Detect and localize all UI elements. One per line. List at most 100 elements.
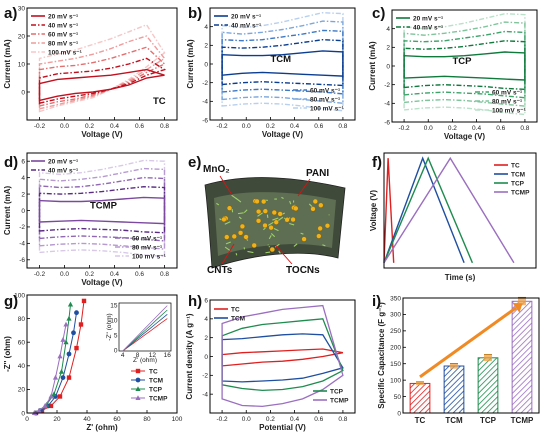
- x-tick-label: 0.8: [160, 271, 169, 278]
- plot-frame: [402, 297, 540, 414]
- y-tick-label: 0: [21, 89, 25, 96]
- panel-f: f) Time (s) Voltage (V) TC TCM TCP TCMP: [369, 152, 537, 282]
- x-tick-label: 0.6: [314, 416, 323, 423]
- x-tick-label: 0.4: [472, 125, 481, 132]
- panel-a: a) -0.2 0.0 0.2 0.4 0.6 0.8 0 10 20 30 Voltage (V) C…: [3, 5, 178, 139]
- panel-d: d) -0.2 0.0 0.2 0.4 0.6 0.8 -6 -4 -2 0 2 4 6 Voltage (…: [3, 152, 178, 287]
- legend-label: TCM: [511, 171, 525, 178]
- gcd-curve: [383, 156, 515, 264]
- y-tick-label: 100: [14, 292, 25, 299]
- cv-curve: [221, 304, 344, 408]
- mno2-particle: [224, 234, 230, 240]
- x-axis-label: Voltage (V): [81, 130, 123, 139]
- mno2-particle: [271, 209, 277, 216]
- mno2-particle: [310, 206, 316, 212]
- y-tick-label: -6: [384, 119, 390, 126]
- x-tick-label: 40: [83, 416, 91, 423]
- y-axis-label: Voltage (V): [369, 190, 378, 232]
- legend-label: 20 mV s⁻¹: [48, 158, 78, 165]
- trend-arrow: [419, 306, 517, 379]
- cnt-fiber: [231, 208, 234, 213]
- y-tick-label: 6: [21, 159, 25, 166]
- cnt-fiber: [224, 221, 231, 225]
- mno2-particle: [251, 242, 257, 248]
- legend-label: TCMP: [511, 189, 530, 196]
- cnt-fiber: [268, 235, 272, 240]
- legend-label: 60 mV s⁻¹: [132, 235, 162, 242]
- legend-label: 20 mV s⁻¹: [48, 13, 78, 20]
- legend-label: 60 mV s⁻¹: [492, 89, 522, 96]
- data-point: [60, 375, 66, 380]
- inset-curve: [122, 309, 168, 352]
- inset-y-tick-label: 0: [114, 348, 118, 355]
- mno2-particle: [262, 222, 268, 229]
- y-tick-label: 2: [204, 43, 208, 50]
- mno2-particle: [262, 208, 268, 214]
- mno2-particle: [237, 230, 244, 236]
- cnt-fiber: [235, 197, 242, 203]
- pointer-mno2: [219, 175, 233, 196]
- y-tick-label: -2: [19, 224, 25, 231]
- mno2-particle: [293, 205, 299, 212]
- cnt-fiber: [247, 250, 254, 254]
- cnt-fiber: [272, 217, 279, 221]
- cnt-fiber: [224, 246, 231, 252]
- legend-label: 80 mV s⁻¹: [492, 98, 522, 105]
- cv-curve: [38, 46, 166, 107]
- inset-x-tick-label: 12: [149, 352, 157, 359]
- panel-label: c): [372, 5, 385, 22]
- cv-curve: [38, 185, 166, 234]
- cnt-fiber: [219, 218, 222, 221]
- plot-frame: [26, 294, 178, 414]
- y-axis-label: Current (mA): [368, 41, 377, 91]
- inset-y-tick-label: 5: [114, 333, 118, 340]
- y-tick-label: 2: [204, 335, 208, 342]
- x-tick-label: 0.2: [266, 123, 275, 130]
- x-tick-label: 0.8: [520, 125, 529, 132]
- gcd-curve: [383, 156, 474, 264]
- inset-x-tick-label: 16: [164, 352, 172, 359]
- legend-label: TCMP: [149, 395, 168, 402]
- legend-label: 40 mV s⁻¹: [413, 24, 443, 31]
- cv-curve: [403, 30, 526, 99]
- x-tick-label: 0.4: [290, 123, 299, 130]
- mno2-particle: [255, 218, 262, 224]
- pointer-cnts: [221, 243, 235, 265]
- x-tick-label: 0.0: [60, 271, 69, 278]
- x-tick-label: 0.6: [135, 123, 144, 130]
- cnt-fiber: [289, 200, 292, 205]
- panel-inline-label: TCMP: [90, 201, 118, 212]
- y-tick-label: 100: [390, 377, 401, 384]
- y-tick-label: 0: [21, 410, 25, 417]
- mno2-particle: [290, 216, 296, 223]
- x-tick-label: 100: [172, 416, 183, 423]
- cnt-fiber: [243, 209, 248, 214]
- legend-label: 100 mV s⁻¹: [132, 253, 166, 260]
- y-tick-label: 0: [204, 61, 208, 68]
- y-tick-label: 80: [18, 316, 26, 323]
- mno2-particle: [231, 233, 237, 240]
- data-point: [74, 345, 79, 351]
- mno2-particle: [316, 233, 322, 239]
- bar-tcp: [477, 357, 499, 414]
- mno2-particle: [226, 205, 233, 211]
- y-tick-label: 6: [204, 297, 208, 304]
- data-point: [51, 391, 57, 397]
- cv-curve: [38, 35, 166, 110]
- cnt-fiber: [235, 253, 238, 256]
- cv-curve: [221, 50, 344, 77]
- panel-label: e): [188, 154, 201, 171]
- y-axis-label: Specific Capacitance (F g⁻¹): [377, 302, 386, 409]
- y-tick-label: -4: [202, 391, 208, 398]
- y-tick-label: 10: [18, 61, 26, 68]
- cnt-fiber: [300, 232, 304, 235]
- x-tick-label: 0.2: [85, 271, 94, 278]
- y-tick-label: -6: [19, 257, 25, 264]
- mno2-particle: [301, 236, 307, 242]
- label-mno2: MnO₂: [203, 164, 230, 175]
- cnt-fiber: [263, 227, 266, 231]
- mno2-particle: [261, 198, 267, 205]
- x-tick-label: 0.0: [242, 123, 251, 130]
- y-tick-label: -4: [384, 101, 390, 108]
- legend-label: 40 mV s⁻¹: [48, 22, 78, 29]
